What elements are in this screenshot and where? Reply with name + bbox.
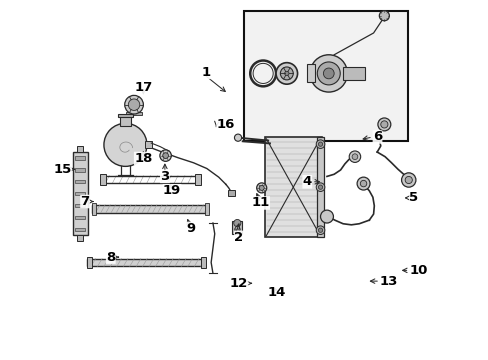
Circle shape xyxy=(128,99,140,111)
Text: 1: 1 xyxy=(201,66,210,79)
Bar xyxy=(145,141,151,148)
Bar xyxy=(228,190,234,196)
Text: 15: 15 xyxy=(53,163,72,176)
Bar xyxy=(306,64,314,82)
Text: 17: 17 xyxy=(134,81,152,94)
Circle shape xyxy=(276,63,297,84)
Bar xyxy=(316,137,324,237)
Bar xyxy=(77,234,83,241)
Text: 7: 7 xyxy=(81,195,89,208)
Circle shape xyxy=(401,173,415,187)
Bar xyxy=(343,67,364,80)
Bar xyxy=(195,174,201,185)
Circle shape xyxy=(377,118,390,131)
Text: 9: 9 xyxy=(186,222,195,235)
Circle shape xyxy=(323,68,333,79)
Text: 16: 16 xyxy=(216,118,234,131)
Circle shape xyxy=(318,228,322,232)
Bar xyxy=(75,204,85,207)
Circle shape xyxy=(234,228,236,230)
Circle shape xyxy=(104,123,147,166)
Text: 8: 8 xyxy=(106,251,115,264)
Bar xyxy=(75,156,85,159)
Text: 19: 19 xyxy=(163,184,181,197)
Bar xyxy=(86,257,92,268)
Circle shape xyxy=(160,150,171,161)
Text: 14: 14 xyxy=(267,287,285,300)
Bar xyxy=(87,258,204,266)
Circle shape xyxy=(316,183,324,192)
Bar xyxy=(126,112,142,116)
Bar xyxy=(92,203,96,215)
Circle shape xyxy=(318,185,322,189)
Bar xyxy=(232,221,242,234)
Circle shape xyxy=(379,11,388,21)
Bar xyxy=(75,216,85,219)
Bar xyxy=(120,116,131,126)
Text: 10: 10 xyxy=(408,264,427,277)
Bar xyxy=(75,168,85,171)
Bar xyxy=(92,205,207,213)
Bar xyxy=(118,114,132,117)
Circle shape xyxy=(380,121,387,128)
Circle shape xyxy=(348,151,360,162)
Circle shape xyxy=(280,67,293,80)
Circle shape xyxy=(163,153,168,158)
Text: 6: 6 xyxy=(372,130,381,144)
Circle shape xyxy=(234,134,241,141)
Circle shape xyxy=(317,62,340,85)
Bar xyxy=(75,180,85,184)
Circle shape xyxy=(124,95,143,114)
Bar xyxy=(75,192,85,195)
Text: 18: 18 xyxy=(134,152,152,165)
Circle shape xyxy=(356,177,369,190)
Circle shape xyxy=(360,180,366,187)
Bar xyxy=(244,12,407,140)
Text: 13: 13 xyxy=(379,275,398,288)
Circle shape xyxy=(238,228,240,230)
Circle shape xyxy=(316,226,324,234)
Text: 5: 5 xyxy=(408,192,418,204)
Text: 3: 3 xyxy=(160,170,169,183)
Circle shape xyxy=(320,210,333,223)
Circle shape xyxy=(318,142,322,146)
Bar xyxy=(75,228,85,231)
Bar xyxy=(77,145,83,152)
Text: 12: 12 xyxy=(229,277,247,290)
Circle shape xyxy=(233,220,241,226)
Text: 2: 2 xyxy=(234,231,243,244)
Text: 4: 4 xyxy=(302,175,311,188)
Circle shape xyxy=(316,140,324,148)
Circle shape xyxy=(309,55,346,92)
Text: 11: 11 xyxy=(251,197,269,210)
Polygon shape xyxy=(104,139,147,160)
Circle shape xyxy=(259,185,264,190)
Bar xyxy=(73,152,88,234)
Circle shape xyxy=(405,176,411,184)
Bar xyxy=(100,174,105,185)
Circle shape xyxy=(351,154,357,159)
Bar xyxy=(204,203,209,215)
Bar xyxy=(201,257,205,268)
Circle shape xyxy=(256,183,266,193)
Circle shape xyxy=(284,71,288,76)
Bar xyxy=(264,137,321,237)
